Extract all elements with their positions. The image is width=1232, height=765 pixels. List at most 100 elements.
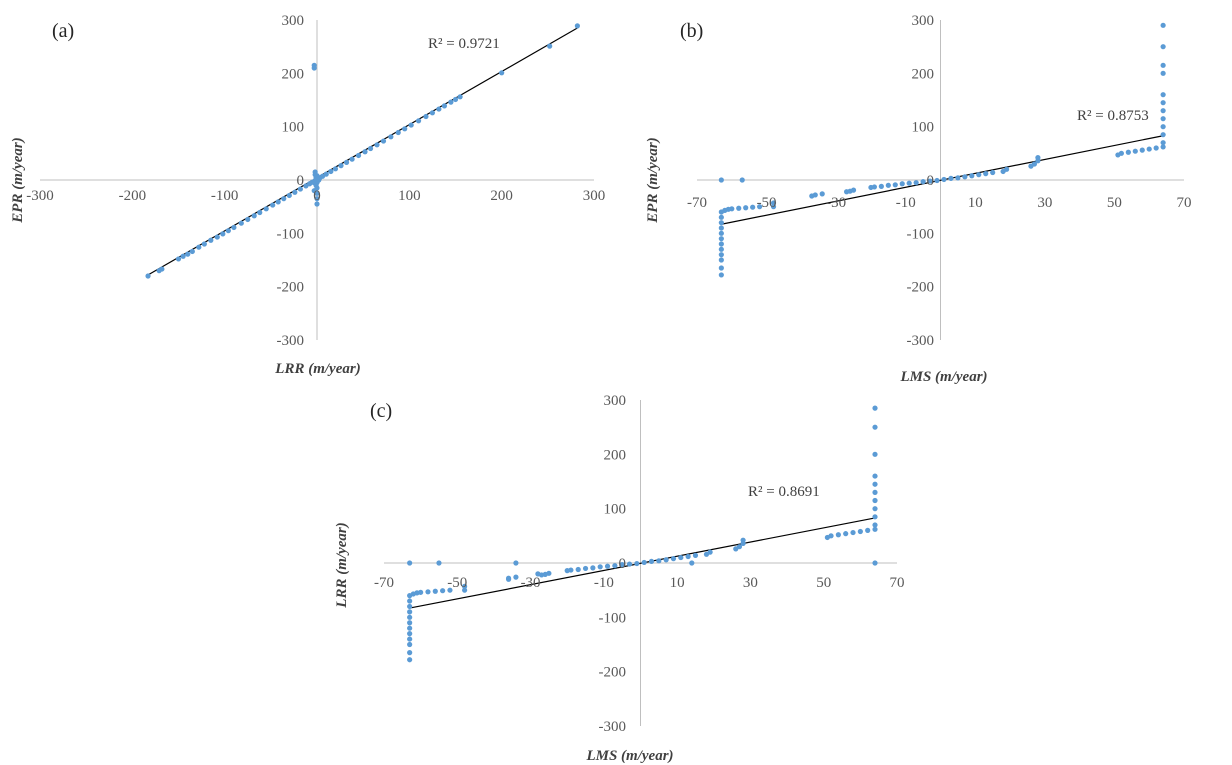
data-point — [546, 570, 552, 576]
data-point — [872, 473, 878, 479]
y-tick-label: 100 — [604, 502, 627, 518]
data-point — [436, 560, 442, 566]
data-point — [1125, 149, 1131, 155]
panel-label: (b) — [680, 20, 703, 42]
data-point — [927, 178, 933, 184]
data-point — [395, 129, 401, 136]
data-point — [286, 192, 292, 199]
data-point — [872, 497, 878, 504]
data-point — [208, 237, 214, 243]
data-point — [941, 176, 947, 183]
x-tick-label: 10 — [968, 195, 983, 211]
data-point — [626, 561, 633, 567]
data-point — [425, 589, 431, 595]
data-point — [220, 231, 226, 237]
data-point — [770, 200, 777, 206]
data-point — [678, 554, 684, 561]
data-point — [407, 641, 413, 648]
data-point — [770, 204, 777, 210]
data-point — [872, 526, 878, 532]
data-point — [292, 189, 298, 195]
data-point — [238, 220, 244, 226]
x-tick-label: -200 — [119, 188, 147, 204]
data-point — [872, 514, 878, 520]
data-point — [718, 230, 724, 236]
data-point — [407, 636, 413, 642]
data-point — [407, 650, 413, 656]
data-point — [872, 405, 878, 411]
data-point — [1160, 108, 1166, 114]
data-point — [185, 251, 191, 257]
data-point — [407, 603, 413, 610]
data-point — [314, 196, 320, 202]
data-point — [962, 174, 968, 180]
y-axis-title: EPR (m/year) — [10, 137, 26, 223]
x-tick-label: -70 — [374, 575, 394, 591]
data-point — [1160, 22, 1166, 28]
data-point — [1160, 100, 1166, 106]
data-point — [872, 560, 878, 566]
y-tick-label: -300 — [907, 333, 935, 349]
data-point — [448, 99, 454, 105]
data-point — [175, 256, 182, 262]
data-point — [407, 560, 413, 566]
data-point — [743, 205, 749, 211]
data-point — [441, 103, 448, 109]
data-point — [872, 489, 878, 495]
data-point — [355, 152, 362, 159]
data-point — [1160, 140, 1166, 146]
y-axis-title: LRR (m/year) — [334, 522, 350, 608]
data-point — [670, 556, 677, 562]
data-point — [407, 598, 413, 604]
data-point — [612, 563, 618, 569]
x-tick-label: -70 — [687, 195, 707, 211]
data-point — [913, 180, 919, 186]
data-point — [872, 451, 878, 457]
data-point — [311, 65, 317, 71]
data-point — [718, 236, 724, 242]
data-point — [685, 553, 691, 560]
data-point — [619, 562, 625, 568]
x-tick-label: -50 — [757, 195, 777, 211]
data-point — [872, 424, 878, 430]
data-point — [872, 522, 878, 528]
y-tick-label: -100 — [907, 226, 935, 242]
data-point — [1160, 116, 1166, 122]
x-tick-label: 50 — [1107, 195, 1122, 211]
data-point — [835, 532, 841, 538]
data-point — [1118, 150, 1124, 156]
data-point — [338, 163, 344, 169]
data-point — [865, 527, 871, 534]
data-point — [196, 244, 202, 250]
data-point — [407, 620, 413, 626]
data-point — [343, 159, 350, 165]
data-point — [535, 571, 541, 577]
y-axis-title: EPR (m/year) — [645, 137, 661, 223]
data-point — [707, 549, 713, 555]
y-tick-label: -100 — [277, 226, 305, 242]
data-point — [575, 566, 581, 573]
data-point — [314, 173, 320, 179]
data-point — [872, 481, 878, 487]
data-point — [885, 182, 891, 188]
x-axis-title: LRR (m/year) — [274, 361, 360, 377]
data-point — [332, 166, 339, 172]
panel-label: (a) — [52, 20, 74, 42]
data-point — [388, 134, 394, 140]
data-point — [1035, 155, 1041, 161]
data-point — [231, 224, 237, 231]
y-tick-label: -300 — [599, 719, 627, 735]
data-point — [505, 575, 512, 581]
r-squared-label: R² = 0.8753 — [1077, 108, 1149, 124]
data-point — [1139, 147, 1145, 153]
data-point — [604, 563, 611, 569]
data-point — [850, 187, 857, 193]
x-tick-label: 30 — [743, 575, 758, 591]
data-point — [892, 182, 898, 188]
data-point — [374, 142, 380, 148]
x-tick-label: -10 — [896, 195, 916, 211]
y-tick-label: 0 — [619, 556, 627, 572]
data-point — [180, 253, 186, 259]
data-point — [349, 156, 355, 162]
